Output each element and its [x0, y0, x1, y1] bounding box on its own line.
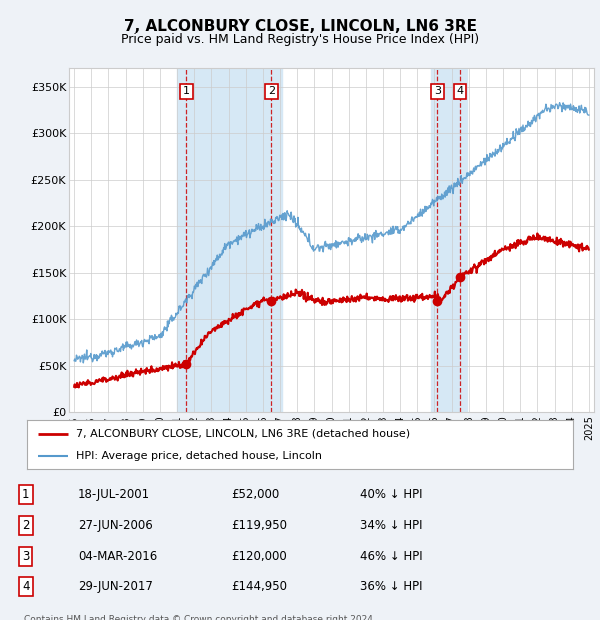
- Text: £52,000: £52,000: [231, 489, 279, 501]
- Text: Price paid vs. HM Land Registry's House Price Index (HPI): Price paid vs. HM Land Registry's House …: [121, 33, 479, 46]
- Text: HPI: Average price, detached house, Lincoln: HPI: Average price, detached house, Linc…: [76, 451, 322, 461]
- Text: 36% ↓ HPI: 36% ↓ HPI: [360, 580, 422, 593]
- Bar: [177, 68, 282, 412]
- Text: 18-JUL-2001: 18-JUL-2001: [78, 489, 150, 501]
- Text: £144,950: £144,950: [231, 580, 287, 593]
- Text: 4: 4: [457, 86, 464, 97]
- Text: 29-JUN-2017: 29-JUN-2017: [78, 580, 153, 593]
- Text: £120,000: £120,000: [231, 550, 287, 562]
- Text: 3: 3: [22, 550, 29, 562]
- Text: 27-JUN-2006: 27-JUN-2006: [78, 519, 153, 532]
- Text: 46% ↓ HPI: 46% ↓ HPI: [360, 550, 422, 562]
- Text: 04-MAR-2016: 04-MAR-2016: [78, 550, 157, 562]
- Text: 2: 2: [22, 519, 29, 532]
- Text: 3: 3: [434, 86, 441, 97]
- Text: 4: 4: [22, 580, 29, 593]
- Text: 1: 1: [22, 489, 29, 501]
- Bar: [431, 68, 467, 412]
- Text: 7, ALCONBURY CLOSE, LINCOLN, LN6 3RE: 7, ALCONBURY CLOSE, LINCOLN, LN6 3RE: [124, 19, 476, 34]
- Text: 7, ALCONBURY CLOSE, LINCOLN, LN6 3RE (detached house): 7, ALCONBURY CLOSE, LINCOLN, LN6 3RE (de…: [76, 428, 410, 438]
- Text: £119,950: £119,950: [231, 519, 287, 532]
- Text: Contains HM Land Registry data © Crown copyright and database right 2024.
This d: Contains HM Land Registry data © Crown c…: [24, 615, 376, 620]
- Text: 34% ↓ HPI: 34% ↓ HPI: [360, 519, 422, 532]
- Text: 1: 1: [183, 86, 190, 97]
- Text: 40% ↓ HPI: 40% ↓ HPI: [360, 489, 422, 501]
- Text: 2: 2: [268, 86, 275, 97]
